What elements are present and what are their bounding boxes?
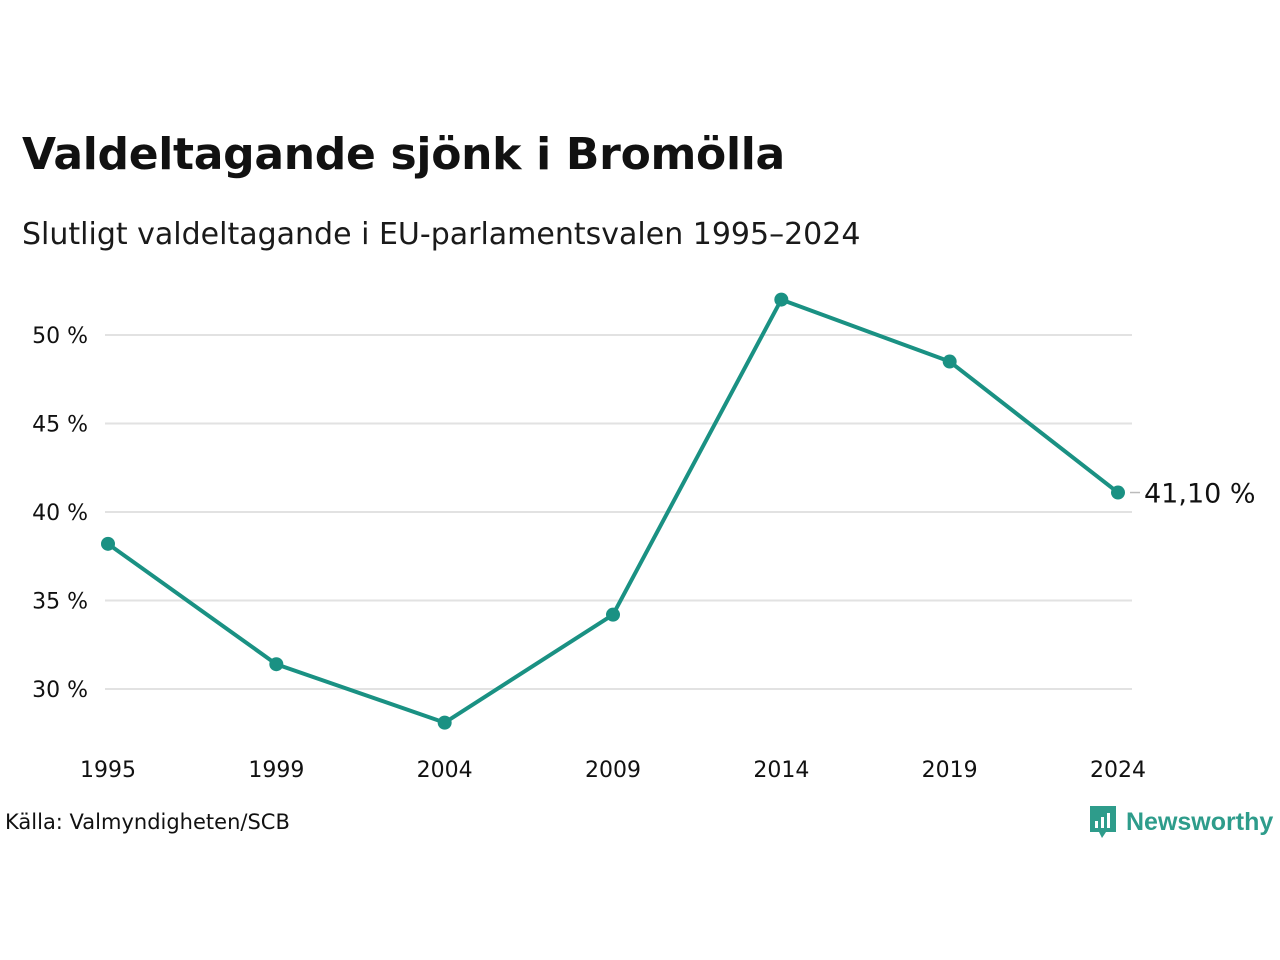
x-tick-label: 2014 bbox=[753, 758, 809, 783]
x-tick-label: 2019 bbox=[922, 758, 978, 783]
data-point-2004 bbox=[437, 715, 452, 730]
data-point-1995 bbox=[101, 536, 115, 551]
y-tick-label: 40 % bbox=[32, 501, 88, 526]
data-point-2019 bbox=[942, 354, 957, 369]
chart-title: Valdeltagande sjönk i Bromölla bbox=[22, 129, 785, 180]
x-tick-label: 1999 bbox=[248, 758, 304, 783]
x-tick-label: 2004 bbox=[417, 758, 473, 783]
source-note: Källa: Valmyndigheten/SCB bbox=[5, 810, 290, 834]
newsworthy-logo-icon bbox=[1090, 806, 1116, 838]
x-tick-label: 1995 bbox=[80, 758, 136, 783]
end-value-label: 41,10 % bbox=[1144, 479, 1256, 510]
data-point-2024 bbox=[1111, 485, 1125, 500]
x-axis: 1995 1999 2004 2009 2014 2019 2024 bbox=[80, 758, 1146, 783]
x-tick-label: 2009 bbox=[585, 758, 641, 783]
brand-logo: Newsworthy bbox=[1088, 804, 1273, 840]
x-tick-label: 2024 bbox=[1090, 758, 1146, 783]
end-annotation: 41,10 % bbox=[1130, 479, 1256, 510]
y-tick-label: 50 % bbox=[32, 324, 88, 349]
gridlines bbox=[105, 334, 1132, 690]
data-point-1999 bbox=[269, 657, 284, 672]
y-tick-label: 30 % bbox=[32, 678, 88, 703]
data-series bbox=[101, 292, 1125, 730]
data-point-2009 bbox=[606, 607, 620, 622]
brand-name: Newsworthy bbox=[1126, 807, 1274, 836]
data-point-2014 bbox=[774, 292, 789, 307]
chart-subtitle: Slutligt valdeltagande i EU-parlamentsva… bbox=[22, 217, 861, 252]
y-tick-label: 45 % bbox=[32, 413, 88, 438]
y-axis: 30 % 35 % 40 % 45 % 50 % bbox=[32, 324, 88, 703]
y-tick-label: 35 % bbox=[32, 590, 88, 615]
